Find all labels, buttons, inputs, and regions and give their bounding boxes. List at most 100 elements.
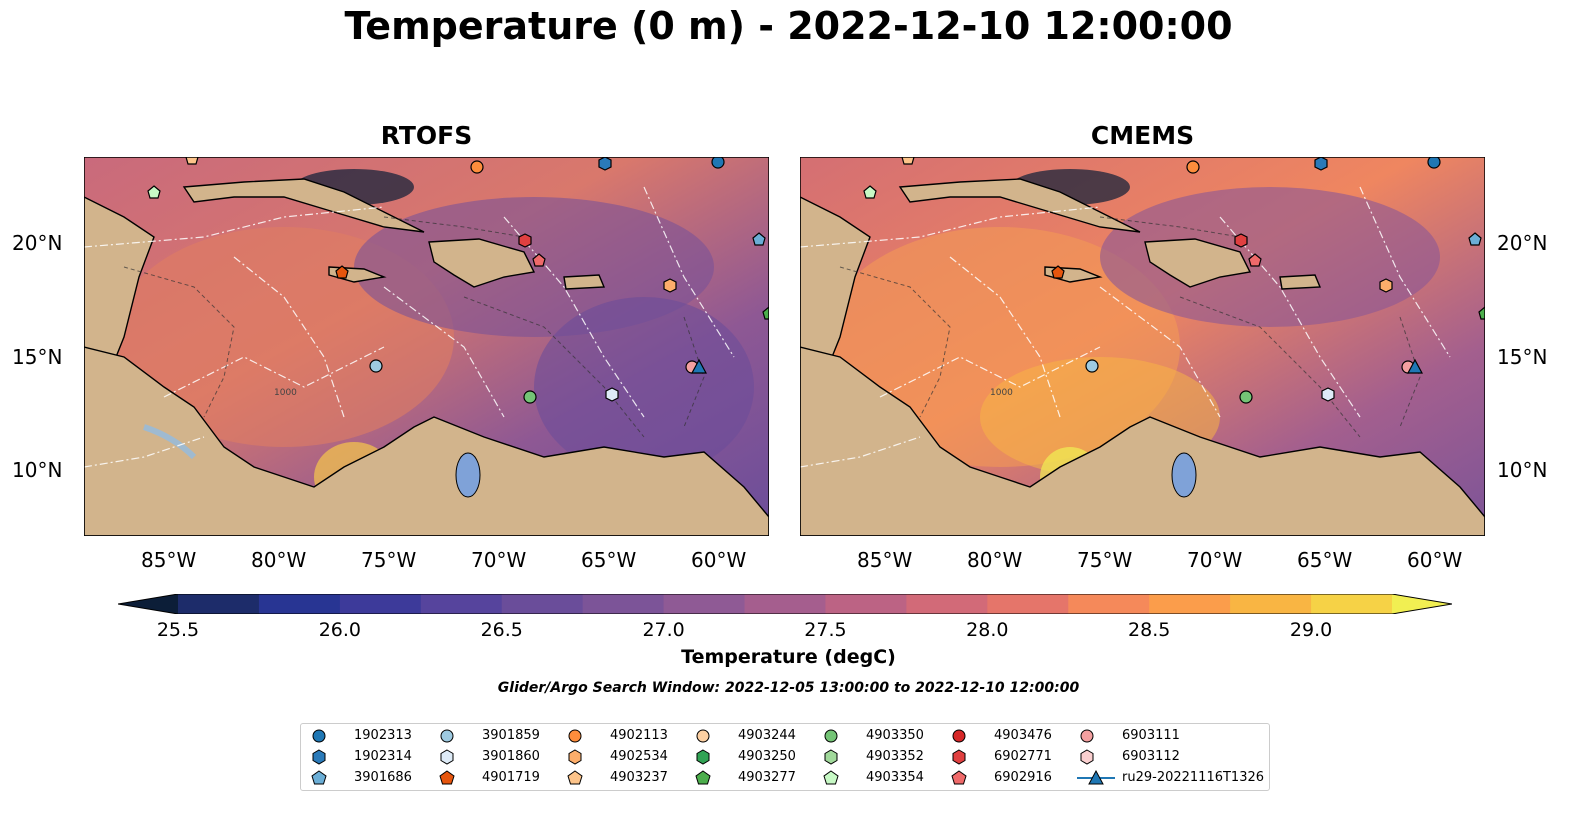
colorbar-segment xyxy=(744,594,826,614)
colorbar-label: Temperature (degC) xyxy=(681,646,896,668)
legend-marker-triangle-line-icon xyxy=(1077,770,1115,785)
legend-marker-circle-icon xyxy=(696,729,710,743)
legend-marker-pentagon-icon xyxy=(311,770,327,785)
legend-label: 3901859 xyxy=(482,728,540,743)
lat-tick-15n-left: 15°N xyxy=(12,345,63,369)
legend-label: 4903250 xyxy=(738,749,796,764)
lat-tick-20n-left: 20°N xyxy=(12,231,63,255)
legend-marker-circle-icon xyxy=(824,729,838,743)
legend-marker-circle-icon xyxy=(568,729,582,743)
float-1902314 xyxy=(1314,157,1328,171)
legend-marker-circle-icon xyxy=(1080,729,1094,743)
colorbar-segment xyxy=(501,594,584,614)
legend-label: 4903476 xyxy=(994,728,1052,743)
float-1902314 xyxy=(598,157,612,171)
colorbar-segment xyxy=(825,594,907,614)
float-4903237 xyxy=(185,157,199,165)
colorbar-tick-label: 28.5 xyxy=(1128,619,1171,641)
south-america-land xyxy=(84,346,769,536)
legend-label: 4903237 xyxy=(610,770,668,785)
lat-tick-10n-left: 10°N xyxy=(12,458,63,482)
colorbar-segment xyxy=(1149,594,1231,614)
legend-label: 3901686 xyxy=(354,770,412,785)
float-4901719 xyxy=(335,265,349,279)
float-6902771 xyxy=(1234,233,1248,248)
colorbar-segment xyxy=(987,594,1069,614)
legend-label: 4903350 xyxy=(866,728,924,743)
float-4903350 xyxy=(1239,390,1253,404)
colorbar-tick-label: 27.5 xyxy=(804,619,847,641)
lat-tick-10n-right: 10°N xyxy=(1497,458,1548,482)
lat-tick-20n-right: 20°N xyxy=(1497,231,1548,255)
colorbar-segment xyxy=(178,594,260,614)
float-4902534 xyxy=(663,278,677,293)
colorbar xyxy=(118,594,1452,614)
colorbar-tick-label: 27.0 xyxy=(642,619,685,641)
lon-tick-80w-cmems: 80°W xyxy=(967,548,1023,572)
colorbar-segment xyxy=(582,594,665,614)
colorbar-tick-label: 26.0 xyxy=(318,619,362,641)
legend-marker-hexagon-icon xyxy=(824,749,838,765)
bathymetry-contours xyxy=(839,216,1421,438)
lake-maracaibo xyxy=(455,452,481,498)
legend-marker-hexagon-icon xyxy=(312,749,326,765)
legend-marker-pentagon-icon xyxy=(567,770,583,785)
float-4903237 xyxy=(901,157,915,165)
legend-marker-pentagon-icon xyxy=(695,770,711,785)
colorbar-tick-label: 25.5 xyxy=(156,619,200,641)
colorbar-tick-label: 26.5 xyxy=(480,619,523,641)
float-1902313 xyxy=(1427,157,1441,169)
legend-label: 1902314 xyxy=(354,749,412,764)
land xyxy=(800,178,1485,536)
float-1902313 xyxy=(711,157,725,169)
eez-boundaries xyxy=(84,186,735,468)
colorbar-tick-label: 29.0 xyxy=(1289,619,1333,641)
argo-floats xyxy=(147,157,769,404)
eez-boundaries xyxy=(800,186,1451,468)
colorbar-extend-low xyxy=(118,594,178,614)
cuba-land xyxy=(898,178,1141,233)
legend-label: 4903244 xyxy=(738,728,796,743)
lon-tick-70w-cmems: 70°W xyxy=(1187,548,1243,572)
legend-marker-hexagon-icon xyxy=(952,749,966,765)
legend-label: 4901719 xyxy=(482,770,540,785)
legend-marker-circle-icon xyxy=(952,729,966,743)
lon-tick-65w-cmems: 65°W xyxy=(1297,548,1353,572)
land xyxy=(84,178,769,536)
lon-tick-75w-rtofs: 75°W xyxy=(361,548,417,572)
legend-marker-pentagon-icon xyxy=(823,770,839,785)
float-3901860 xyxy=(605,387,619,402)
lon-tick-75w-cmems: 75°W xyxy=(1077,548,1133,572)
colorbar-segment xyxy=(339,594,422,614)
colorbar-segment xyxy=(906,594,988,614)
colorbar-tick-label: 28.0 xyxy=(966,619,1009,641)
cuba-land xyxy=(182,178,425,233)
hispaniola-land xyxy=(1144,238,1252,288)
south-america-land xyxy=(800,346,1485,536)
float-4902113 xyxy=(470,160,484,174)
glider-ru29 xyxy=(690,358,708,374)
float-4903277 xyxy=(1478,306,1485,320)
float-4902534 xyxy=(1379,278,1393,293)
colorbar-segment xyxy=(420,594,503,614)
puerto-rico-land xyxy=(1279,274,1322,290)
legend-label: 3901860 xyxy=(482,749,540,764)
legend-label: 6902771 xyxy=(994,749,1052,764)
lon-tick-85w-cmems: 85°W xyxy=(857,548,913,572)
legend-marker-circle-icon xyxy=(312,729,326,743)
legend-marker-circle-icon xyxy=(440,729,454,743)
contour-label: 1000 xyxy=(274,388,297,398)
lon-tick-80w-rtofs: 80°W xyxy=(251,548,307,572)
hispaniola-land xyxy=(428,238,536,288)
lon-tick-60w-rtofs: 60°W xyxy=(691,548,747,572)
float-3901686 xyxy=(752,232,766,246)
map-panel-rtofs: 1000 xyxy=(84,157,769,536)
float-3901859 xyxy=(1085,359,1099,373)
bathymetry-contours xyxy=(123,216,705,438)
legend-label: 6903111 xyxy=(1122,728,1180,743)
float-4903354 xyxy=(147,185,161,199)
legend-marker-pentagon-icon xyxy=(951,770,967,785)
legend-marker-hexagon-icon xyxy=(440,749,454,765)
legend-label: 1902313 xyxy=(354,728,412,743)
legend: 1902313 1902314 3901686 3901859 3901860 49017… xyxy=(300,723,1270,791)
